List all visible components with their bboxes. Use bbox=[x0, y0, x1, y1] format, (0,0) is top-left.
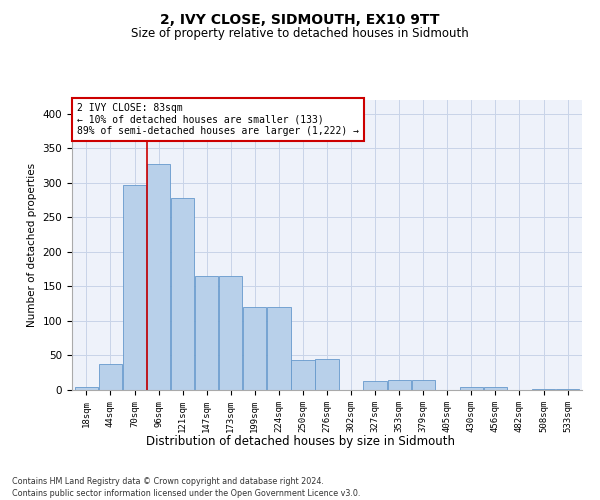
Bar bbox=[484, 386, 507, 390]
Text: 2 IVY CLOSE: 83sqm
← 10% of detached houses are smaller (133)
89% of semi-detach: 2 IVY CLOSE: 83sqm ← 10% of detached hou… bbox=[77, 103, 359, 136]
Bar bbox=[267, 307, 290, 390]
Bar bbox=[99, 364, 122, 390]
Bar bbox=[147, 164, 170, 390]
Bar bbox=[243, 307, 266, 390]
Text: Contains HM Land Registry data © Crown copyright and database right 2024.: Contains HM Land Registry data © Crown c… bbox=[12, 478, 324, 486]
Bar bbox=[123, 185, 146, 390]
Bar bbox=[388, 380, 411, 390]
Bar bbox=[364, 381, 387, 390]
Bar bbox=[291, 360, 314, 390]
Text: 2, IVY CLOSE, SIDMOUTH, EX10 9TT: 2, IVY CLOSE, SIDMOUTH, EX10 9TT bbox=[160, 12, 440, 26]
Text: Distribution of detached houses by size in Sidmouth: Distribution of detached houses by size … bbox=[146, 435, 455, 448]
Bar bbox=[460, 387, 483, 390]
Text: Size of property relative to detached houses in Sidmouth: Size of property relative to detached ho… bbox=[131, 28, 469, 40]
Bar bbox=[171, 198, 194, 390]
Y-axis label: Number of detached properties: Number of detached properties bbox=[27, 163, 37, 327]
Bar bbox=[412, 380, 435, 390]
Bar bbox=[219, 276, 242, 390]
Text: Contains public sector information licensed under the Open Government Licence v3: Contains public sector information licen… bbox=[12, 489, 361, 498]
Bar bbox=[316, 359, 338, 390]
Bar bbox=[195, 276, 218, 390]
Bar bbox=[75, 386, 98, 390]
